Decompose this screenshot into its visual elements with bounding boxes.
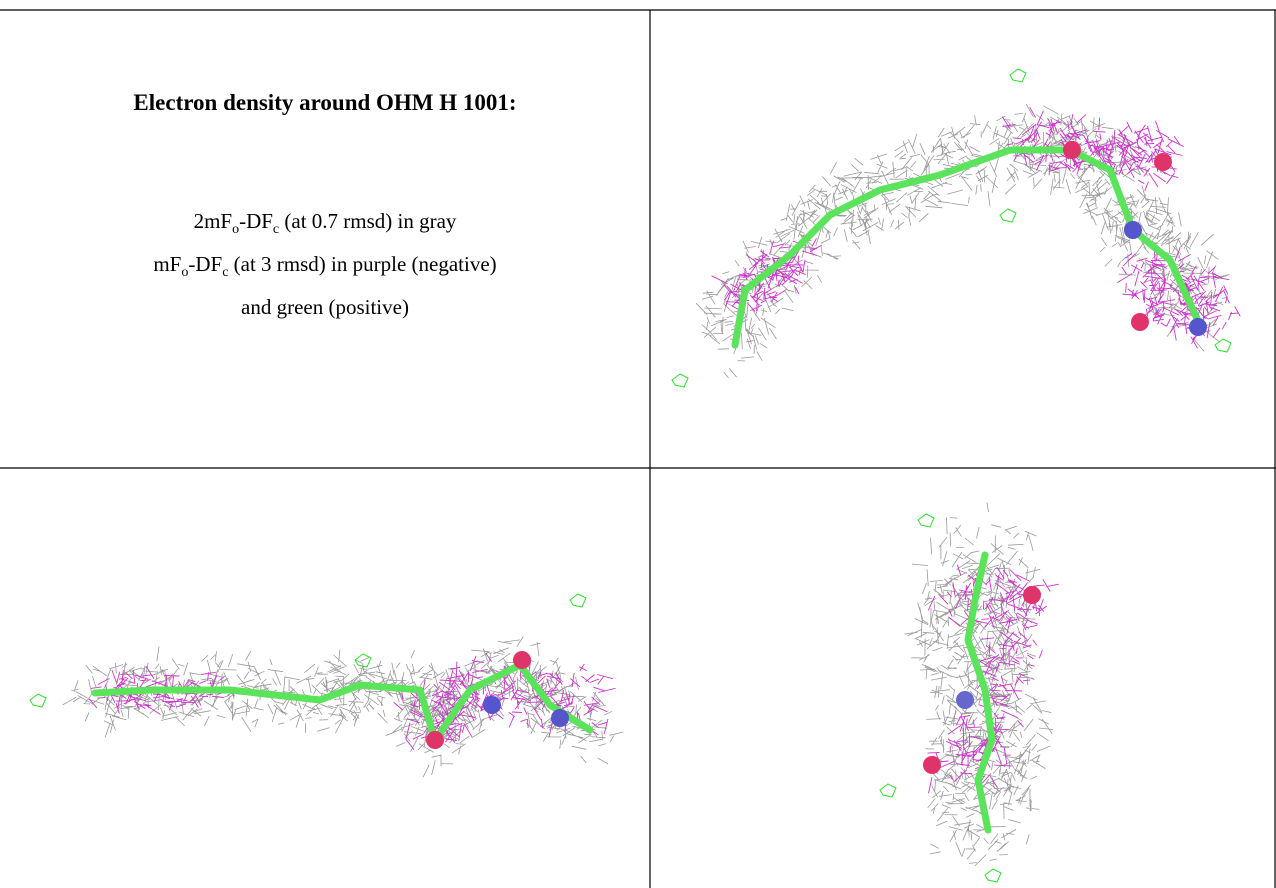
atom bbox=[1023, 586, 1041, 604]
atom bbox=[551, 709, 569, 727]
atom bbox=[923, 756, 941, 774]
density-mesh bbox=[905, 503, 1053, 866]
positive-density bbox=[1000, 209, 1016, 222]
text: -DF bbox=[188, 252, 222, 276]
density-mesh bbox=[1117, 248, 1240, 349]
text: 2mF bbox=[194, 209, 233, 233]
atom bbox=[1063, 141, 1081, 159]
atom bbox=[1154, 153, 1172, 171]
positive-density bbox=[1215, 339, 1231, 352]
atom bbox=[1124, 221, 1142, 239]
figure-title: Electron density around OHM H 1001: bbox=[0, 90, 650, 116]
positive-density bbox=[30, 694, 46, 707]
atom bbox=[426, 731, 444, 749]
positive-density bbox=[880, 784, 896, 797]
legend-line: 2mFo-DFc (at 0.7 rmsd) in gray bbox=[0, 204, 650, 247]
positive-density bbox=[985, 869, 1001, 882]
atom bbox=[956, 691, 974, 709]
text: -DF bbox=[239, 209, 273, 233]
atom bbox=[1189, 318, 1207, 336]
density-views bbox=[30, 69, 1240, 882]
atom bbox=[1131, 313, 1149, 331]
atom bbox=[513, 651, 531, 669]
atom bbox=[483, 696, 501, 714]
positive-density bbox=[1010, 69, 1026, 82]
legend: 2mFo-DFc (at 0.7 rmsd) in gray mFo-DFc (… bbox=[0, 204, 650, 324]
text: (at 0.7 rmsd) in gray bbox=[279, 209, 456, 233]
legend-line: and green (positive) bbox=[0, 290, 650, 324]
text: (at 3 rmsd) in purple (negative) bbox=[228, 252, 496, 276]
legend-line: mFo-DFc (at 3 rmsd) in purple (negative) bbox=[0, 247, 650, 290]
positive-density bbox=[570, 594, 586, 607]
text: mF bbox=[153, 252, 181, 276]
positive-density bbox=[918, 514, 934, 527]
text: and green (positive) bbox=[241, 295, 409, 319]
figure-grid bbox=[0, 0, 1276, 888]
positive-density bbox=[672, 374, 688, 387]
density-mesh bbox=[63, 637, 624, 778]
page: {"figure": { "title": "Electron density … bbox=[0, 0, 1276, 888]
table-borders bbox=[0, 10, 1276, 888]
